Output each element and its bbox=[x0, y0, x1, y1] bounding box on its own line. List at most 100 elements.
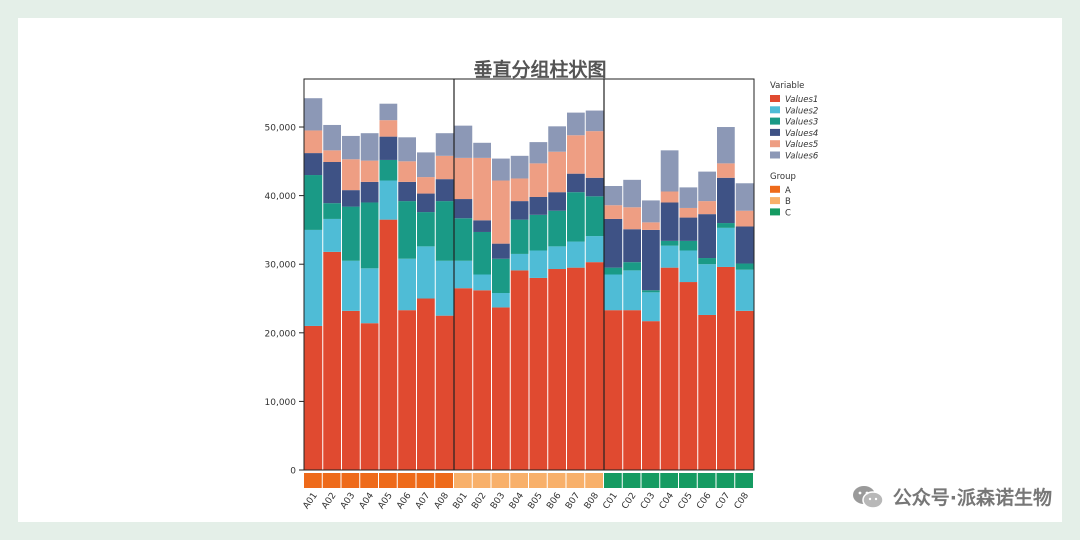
bar-B06-Values3 bbox=[548, 210, 566, 247]
legend-group-title: Group bbox=[770, 172, 796, 182]
bar-C05-Values5 bbox=[679, 207, 698, 218]
bar-B04-Values6 bbox=[510, 155, 529, 179]
bar-C03-Values3 bbox=[642, 290, 660, 293]
legend-swatch-Values1 bbox=[770, 95, 780, 102]
group-band-A07 bbox=[416, 473, 435, 488]
bar-A06-Values4 bbox=[398, 181, 416, 202]
legend-label-Values1: Values1 bbox=[785, 95, 818, 105]
legend-swatch-Values6 bbox=[770, 151, 780, 159]
bar-A02-Values2 bbox=[323, 218, 341, 252]
bar-A05-Values6 bbox=[379, 103, 398, 121]
x-tick-label: B02 bbox=[470, 491, 488, 511]
bar-A03-Values3 bbox=[342, 206, 360, 261]
bar-B01-Values5 bbox=[454, 157, 473, 200]
bar-C06-Values6 bbox=[698, 171, 716, 202]
bar-C02-Values2 bbox=[623, 270, 641, 311]
x-tick-label: C03 bbox=[639, 491, 657, 511]
group-band-C03 bbox=[641, 473, 660, 488]
bar-B02-Values6 bbox=[473, 142, 491, 158]
x-tick-label: A07 bbox=[414, 491, 432, 511]
bar-B06-Values1 bbox=[548, 269, 566, 470]
bar-A07-Values3 bbox=[417, 212, 435, 247]
bar-C04-Values4 bbox=[660, 202, 679, 241]
bar-B03-Values5 bbox=[492, 180, 510, 244]
bar-A07-Values5 bbox=[417, 177, 435, 194]
bar-C07-Values5 bbox=[717, 163, 735, 178]
group-band-C02 bbox=[622, 473, 641, 488]
bar-C03-Values6 bbox=[642, 200, 660, 223]
x-tick-label: C04 bbox=[658, 491, 677, 511]
bar-A04-Values2 bbox=[360, 268, 379, 324]
bar-A03-Values5 bbox=[342, 159, 360, 191]
x-tick-label: A03 bbox=[339, 491, 357, 511]
bar-B02-Values1 bbox=[473, 290, 491, 470]
group-band-C01 bbox=[604, 473, 622, 488]
bar-C04-Values3 bbox=[660, 240, 679, 246]
legend-swatch-Values2 bbox=[770, 106, 780, 114]
legend-label-Values5: Values5 bbox=[785, 140, 818, 150]
bar-B01-Values3 bbox=[454, 218, 473, 261]
legend-swatch-Values3 bbox=[770, 117, 780, 125]
chart-card: 垂直分组柱状图 0 10,000 20,000 30,000 40,000 50,000 A… bbox=[18, 18, 1062, 522]
bar-C07-Values1 bbox=[717, 266, 735, 470]
legend-label-Values2: Values2 bbox=[785, 106, 818, 116]
legend-swatch-group-C bbox=[770, 208, 780, 216]
bar-C06-Values1 bbox=[698, 314, 716, 470]
bar-B04-Values3 bbox=[510, 219, 529, 254]
bar-A02-Values1 bbox=[323, 251, 341, 470]
bar-B05-Values5 bbox=[529, 163, 548, 197]
bar-A03-Values6 bbox=[342, 135, 360, 160]
x-tick-label: B07 bbox=[564, 491, 582, 511]
x-tick-label: B04 bbox=[508, 491, 526, 511]
bar-A02-Values4 bbox=[323, 162, 341, 204]
bar-C01-Values2 bbox=[604, 274, 623, 311]
bar-B03-Values1 bbox=[492, 307, 510, 470]
bar-A07-Values2 bbox=[417, 246, 435, 299]
bar-A07-Values1 bbox=[417, 298, 435, 470]
bar-A01-Values6 bbox=[304, 98, 323, 131]
bar-A02-Values3 bbox=[323, 203, 341, 219]
watermark-text: 公众号·派森诺生物 bbox=[892, 487, 1052, 509]
legend-swatch-group-A bbox=[770, 185, 780, 193]
bar-A05-Values4 bbox=[379, 136, 398, 160]
bar-B08-Values2 bbox=[585, 236, 604, 263]
bar-C03-Values5 bbox=[642, 222, 660, 230]
group-band-B01 bbox=[454, 473, 472, 488]
bar-A06-Values6 bbox=[398, 137, 416, 162]
bar-C02-Values6 bbox=[623, 179, 641, 208]
bar-C01-Values6 bbox=[604, 186, 623, 206]
group-band-B05 bbox=[529, 473, 547, 488]
bar-C05-Values2 bbox=[679, 250, 698, 283]
bar-C02-Values5 bbox=[623, 207, 641, 230]
bar-C08-Values5 bbox=[735, 210, 754, 227]
bar-A05-Values3 bbox=[379, 159, 398, 181]
bar-C05-Values3 bbox=[679, 240, 698, 251]
bar-B04-Values5 bbox=[510, 178, 529, 202]
legend-variable-title: Variable bbox=[770, 81, 804, 91]
bar-B06-Values5 bbox=[548, 151, 566, 193]
bar-A05-Values1 bbox=[379, 219, 398, 470]
x-tick-label: C07 bbox=[714, 491, 732, 511]
group-band-A08 bbox=[435, 473, 453, 488]
x-tick-label: B06 bbox=[545, 491, 563, 511]
x-tick-label: B05 bbox=[527, 491, 545, 511]
bar-B01-Values2 bbox=[454, 260, 473, 289]
bar-A04-Values1 bbox=[360, 323, 379, 470]
legend-swatch-Values4 bbox=[770, 128, 780, 136]
bar-C08-Values6 bbox=[735, 183, 754, 211]
x-tick-label: A02 bbox=[320, 491, 338, 511]
plot-frame bbox=[303, 78, 755, 471]
bar-B03-Values6 bbox=[492, 158, 510, 181]
watermark: 公众号·派森诺生物 bbox=[851, 483, 1052, 510]
bar-C05-Values6 bbox=[679, 187, 698, 208]
bar-A02-Values6 bbox=[323, 124, 341, 151]
bar-A05-Values2 bbox=[379, 180, 398, 220]
bar-C03-Values4 bbox=[642, 229, 660, 291]
bar-A08-Values6 bbox=[435, 133, 454, 156]
bar-A03-Values2 bbox=[342, 260, 360, 311]
bar-B07-Values5 bbox=[567, 135, 585, 174]
bar-B08-Values1 bbox=[585, 262, 604, 470]
bar-C06-Values5 bbox=[698, 201, 716, 215]
bar-A04-Values5 bbox=[360, 160, 379, 182]
legend-swatch-Values5 bbox=[770, 140, 780, 148]
